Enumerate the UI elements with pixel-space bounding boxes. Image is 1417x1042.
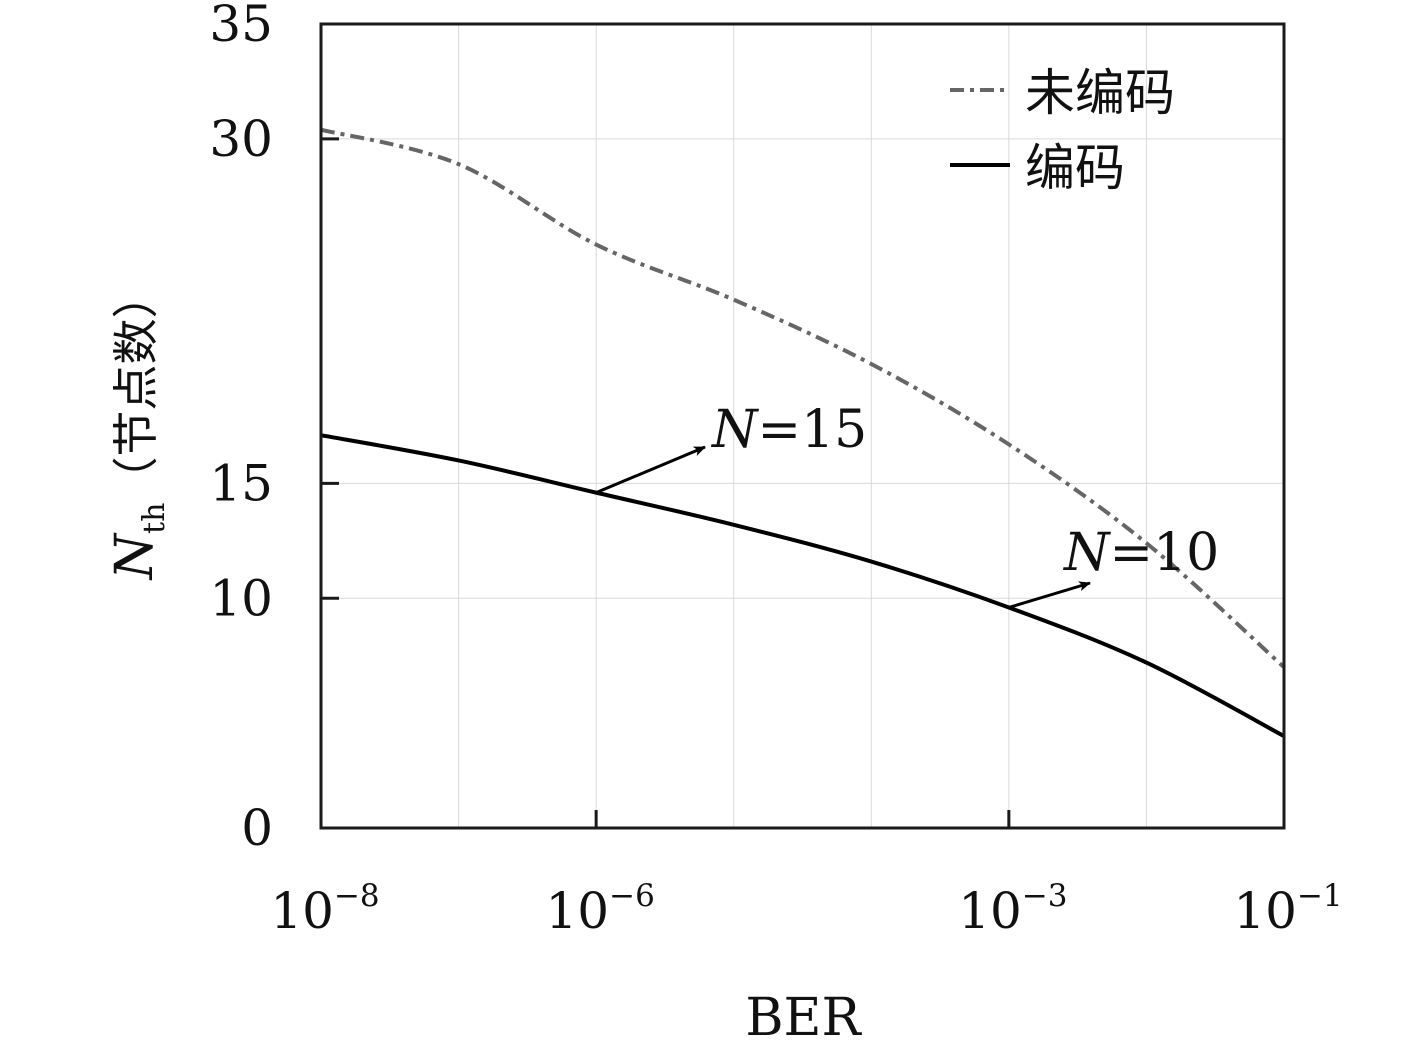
- annotation-arrow: [595, 445, 706, 495]
- y-tick-label: 30: [209, 110, 273, 168]
- annotation-arrow: [1008, 581, 1091, 609]
- series-layer: [320, 127, 1286, 738]
- ticks-layer: 0 10 15 30 35 10−8 10−6 10−3 10−1: [209, 0, 1342, 940]
- x-tick-label: 10−1: [1233, 878, 1342, 940]
- legend-label-uncoded: 未编码: [1025, 64, 1175, 122]
- y-axis-symbol: N: [105, 532, 165, 581]
- x-axis-title: BER: [745, 988, 862, 1042]
- y-tick-label: 0: [241, 799, 273, 857]
- annotation-label: N=10: [1062, 523, 1219, 583]
- y-axis-subscript: th: [137, 503, 172, 534]
- annotations-layer: N=15 N=10: [595, 400, 1219, 609]
- y-axis-title: Nth（节点数）: [105, 273, 172, 582]
- legend-label-coded: 编码: [1025, 139, 1125, 197]
- x-tick-label: 10−8: [270, 878, 379, 940]
- series-line-uncoded: [320, 127, 1286, 669]
- y-axis-unit: （节点数）: [109, 273, 163, 503]
- y-tick-label: 10: [209, 569, 273, 627]
- series-line-coded: [320, 433, 1285, 738]
- x-tick-label: 10−3: [958, 878, 1067, 940]
- x-tick-label: 10−6: [545, 878, 654, 940]
- y-tick-label: 15: [209, 454, 273, 512]
- y-tick-label: 35: [209, 0, 273, 53]
- annotation-label: N=15: [710, 400, 867, 460]
- plot-frame: [319, 22, 1286, 830]
- legend: 未编码 编码: [950, 64, 1175, 197]
